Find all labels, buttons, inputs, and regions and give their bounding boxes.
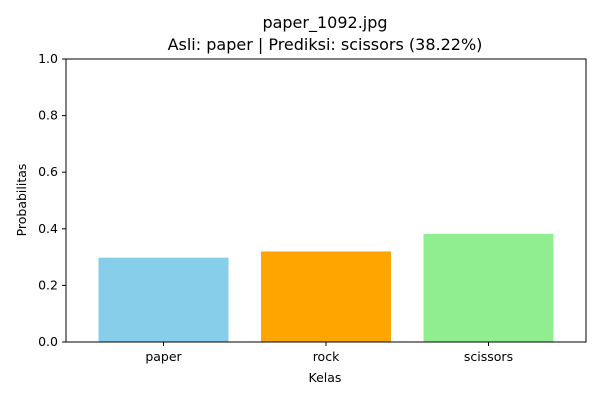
y-tick-label: 0.2 bbox=[38, 277, 58, 292]
y-tick-label: 0.4 bbox=[38, 221, 58, 236]
bar-paper bbox=[98, 257, 229, 342]
y-tick-label: 0.6 bbox=[38, 164, 58, 179]
x-axis-label: Kelas bbox=[309, 370, 342, 385]
y-axis-label: Probabilitas bbox=[14, 164, 29, 237]
y-tick-label: 0.8 bbox=[38, 108, 58, 123]
y-tick-label: 0.0 bbox=[38, 334, 58, 349]
y-tick-label: 1.0 bbox=[38, 51, 58, 66]
x-tick-label: paper bbox=[145, 349, 182, 364]
y-axis-ticks: 0.0 0.2 0.4 0.6 0.8 1.0 bbox=[38, 51, 66, 349]
bars-group bbox=[98, 233, 554, 342]
plot-frame bbox=[65, 58, 587, 343]
x-tick-label: scissors bbox=[464, 349, 513, 364]
chart-subtitle: Asli: paper | Prediksi: scissors (38.22%… bbox=[168, 35, 483, 54]
x-tick-label: rock bbox=[313, 349, 340, 364]
x-axis-ticks: paper rock scissors bbox=[145, 342, 513, 364]
bar-rock bbox=[261, 251, 391, 342]
chart-title: paper_1092.jpg bbox=[262, 13, 387, 33]
bar-scissors bbox=[423, 233, 554, 342]
